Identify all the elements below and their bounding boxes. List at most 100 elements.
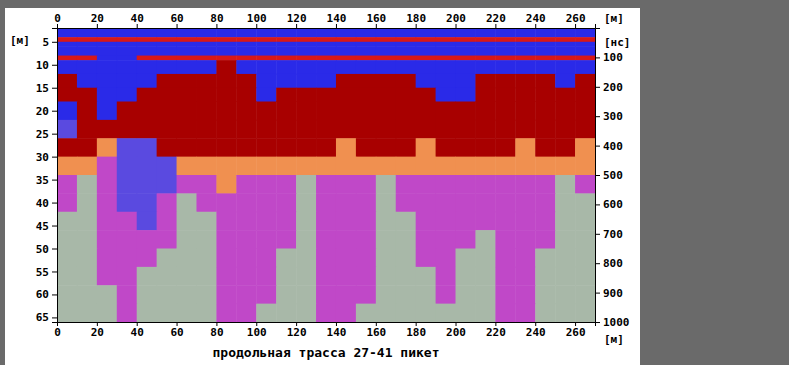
cell [475, 56, 495, 61]
cell [236, 249, 256, 268]
tick-label: 260 [566, 12, 586, 25]
cell [77, 193, 97, 212]
cell [296, 60, 316, 74]
tick: 20 [36, 105, 57, 118]
tick-label: 55 [36, 265, 49, 278]
cell [575, 249, 595, 268]
cell [117, 42, 137, 47]
cell [575, 193, 595, 212]
cell [436, 285, 456, 304]
cell [216, 285, 236, 304]
cell [316, 249, 336, 268]
cell [256, 138, 276, 157]
tick: 65 [36, 311, 57, 324]
cell [515, 74, 535, 88]
cell [396, 88, 416, 102]
cell [535, 42, 555, 47]
cell [137, 304, 157, 322]
tick-label: 60 [36, 288, 49, 301]
cell [376, 267, 396, 286]
cell [97, 285, 117, 304]
cell [157, 267, 177, 286]
cell [416, 56, 436, 61]
tick: 400 [595, 140, 623, 153]
tick-label: 220 [486, 326, 506, 339]
cell [376, 138, 396, 157]
cell [316, 267, 336, 286]
cell [336, 304, 356, 322]
cell [77, 120, 97, 139]
cell [316, 74, 336, 88]
cell [475, 193, 495, 212]
cell [77, 249, 97, 268]
cell [177, 212, 197, 231]
tick-label: 10 [36, 59, 49, 72]
cell [216, 304, 236, 322]
cell [376, 88, 396, 102]
cell [456, 138, 476, 157]
radargram: 0204060801001201401601802002202402600204… [0, 0, 789, 365]
cell [535, 285, 555, 304]
cell [177, 138, 197, 157]
cell [456, 60, 476, 74]
cell [296, 74, 316, 88]
cell [157, 46, 177, 56]
cell [157, 120, 177, 139]
cell [336, 138, 356, 157]
cell [356, 46, 376, 56]
tick: 100 [595, 51, 623, 64]
cell [356, 249, 376, 268]
cell [77, 37, 97, 42]
cell [475, 175, 495, 194]
cell [196, 249, 216, 268]
cell [316, 193, 336, 212]
cell [336, 285, 356, 304]
tick: 180 [406, 322, 426, 339]
cell [436, 37, 456, 42]
cell [495, 46, 515, 56]
cell [535, 138, 555, 157]
tick: 100 [247, 12, 267, 28]
cell [57, 102, 77, 121]
cell [336, 157, 356, 176]
cell [495, 60, 515, 74]
cell [177, 285, 197, 304]
cell [236, 42, 256, 47]
cell [396, 37, 416, 42]
cell [97, 212, 117, 231]
tick-label: 120 [287, 326, 307, 339]
cell [416, 46, 436, 56]
cell [137, 42, 157, 47]
cell [456, 230, 476, 249]
cell [77, 267, 97, 286]
tick-label: 100 [247, 326, 267, 339]
cell [296, 230, 316, 249]
cell [336, 37, 356, 42]
cell [137, 138, 157, 157]
cell [177, 42, 197, 47]
cell [396, 304, 416, 322]
cell [575, 304, 595, 322]
tick-label: 140 [327, 12, 347, 25]
cell [436, 74, 456, 88]
tick-label: 240 [526, 326, 546, 339]
cell [535, 212, 555, 231]
cell [77, 46, 97, 56]
cell [296, 120, 316, 139]
cell [196, 138, 216, 157]
cell [495, 285, 515, 304]
cell [57, 74, 77, 88]
cell [515, 230, 535, 249]
cell [575, 74, 595, 88]
tick-mark [595, 322, 600, 323]
cell [376, 74, 396, 88]
cell [456, 37, 476, 42]
cell [196, 56, 216, 61]
cell [117, 102, 137, 121]
cell [336, 212, 356, 231]
cell [276, 230, 296, 249]
cell [77, 230, 97, 249]
tick: 120 [287, 322, 307, 339]
cell [97, 138, 117, 157]
cell [416, 304, 436, 322]
